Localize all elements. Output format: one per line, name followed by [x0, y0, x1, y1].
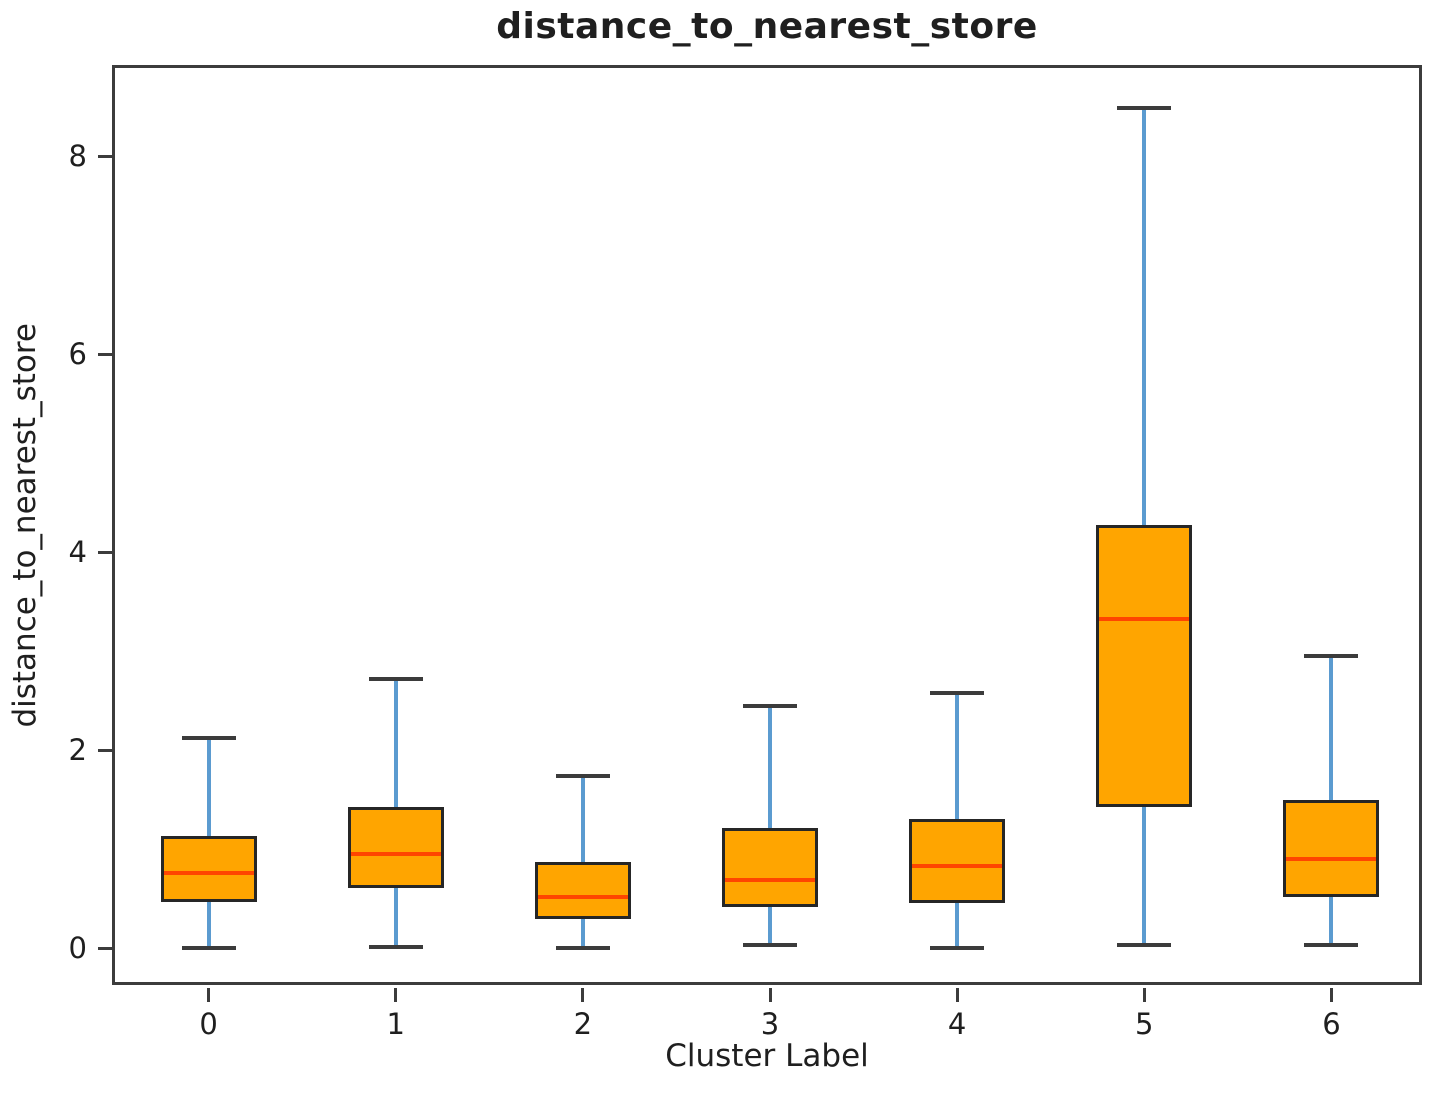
x-tick-mark: [207, 988, 211, 1002]
cap-min: [743, 943, 797, 948]
whisker-lower: [1329, 896, 1334, 946]
cap-min: [1117, 943, 1172, 948]
cap-min: [368, 945, 423, 950]
plot-area: 0 2 4 6 8 0 1 2 3 4 5 6: [69, 65, 1422, 1039]
whisker-lower: [955, 902, 960, 949]
x-tick-label: 0: [199, 1007, 218, 1041]
cap-min: [181, 946, 236, 951]
cap-min: [930, 946, 985, 951]
whisker-upper: [955, 692, 960, 819]
iqr-box: [909, 818, 1006, 903]
cap-max: [368, 677, 423, 682]
y-axis-label-text: distance_to_nearest_store: [7, 322, 43, 728]
cap-max: [1117, 105, 1172, 110]
x-tick-label: 2: [573, 1007, 593, 1041]
y-tick-mark: [98, 352, 112, 356]
whisker-upper: [580, 776, 585, 863]
cap-min: [1304, 943, 1359, 948]
cap-max: [743, 703, 797, 708]
iqr-box: [722, 827, 818, 907]
iqr-box: [1096, 524, 1193, 807]
median-line: [1099, 616, 1190, 621]
x-tick-mark: [955, 988, 959, 1002]
median-line: [537, 894, 628, 899]
median-line: [725, 878, 815, 883]
median-line: [912, 864, 1003, 869]
x-axis-label: Cluster Label: [665, 1038, 869, 1074]
whisker-lower: [580, 918, 585, 949]
x-tick-label: 6: [1322, 1007, 1341, 1041]
iqr-box: [534, 862, 631, 919]
cap-max: [1304, 654, 1359, 659]
x-tick-label: 3: [760, 1007, 780, 1041]
median-line: [350, 852, 441, 857]
whisker-lower: [768, 906, 772, 946]
median-line: [163, 871, 254, 876]
whisker-lower: [393, 887, 398, 948]
whisker-lower: [206, 901, 211, 949]
whisker-upper: [1142, 107, 1147, 525]
iqr-box: [347, 806, 444, 888]
iqr-box: [1283, 799, 1380, 897]
x-tick-label: 1: [386, 1007, 405, 1041]
whisker-upper: [206, 738, 211, 837]
cap-max: [181, 736, 236, 741]
y-axis-label: distance_to_nearest_store: [2, 65, 48, 985]
x-tick-mark: [1329, 988, 1333, 1002]
cap-max: [930, 690, 985, 695]
y-tick-label: 8: [68, 139, 87, 174]
y-tick-mark: [98, 550, 112, 554]
x-tick-label: 5: [1135, 1007, 1154, 1041]
y-tick-mark: [98, 154, 112, 158]
y-tick-label: 0: [68, 931, 87, 966]
whisker-upper: [1329, 656, 1334, 800]
y-tick-label: 2: [68, 733, 87, 768]
x-tick-mark: [581, 988, 585, 1002]
chart-title: distance_to_nearest_store: [496, 6, 1038, 47]
y-tick-mark: [98, 946, 112, 950]
y-tick-mark: [98, 748, 112, 752]
median-line: [1286, 857, 1377, 862]
whisker-lower: [1142, 806, 1147, 946]
cap-max: [555, 774, 610, 779]
iqr-box: [160, 836, 257, 902]
whisker-upper: [768, 705, 772, 828]
cap-min: [555, 946, 610, 951]
y-tick-label: 4: [68, 535, 87, 570]
whisker-upper: [393, 679, 398, 807]
x-tick-mark: [768, 988, 772, 1002]
x-tick-mark: [1142, 988, 1146, 1002]
x-tick-mark: [394, 988, 398, 1002]
x-tick-label: 4: [947, 1007, 967, 1041]
y-tick-label: 6: [68, 337, 87, 372]
